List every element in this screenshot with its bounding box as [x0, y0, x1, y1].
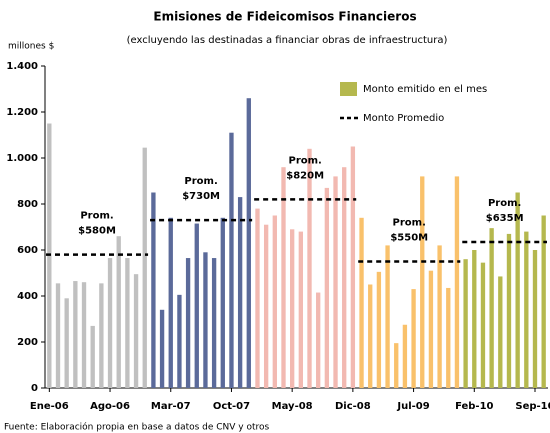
x-tick-label: Oct-07: [213, 401, 250, 412]
bar: [237, 197, 243, 388]
bar: [177, 294, 182, 388]
x-tick-label: Sep-10: [515, 401, 550, 412]
bar: [289, 229, 295, 388]
bar: [506, 233, 512, 388]
y-tick-label: 1.400: [6, 61, 38, 72]
y-axis-label: millones $: [8, 42, 54, 52]
average-label: Prom.: [184, 176, 217, 187]
bar: [194, 223, 199, 388]
bar: [316, 292, 321, 388]
y-tick-label: 1.000: [6, 153, 38, 164]
bar: [142, 147, 147, 388]
bar: [125, 258, 130, 388]
bar: [133, 274, 139, 388]
bar: [359, 217, 364, 388]
average-value-label: $580M: [78, 226, 116, 237]
y-tick-label: 600: [17, 245, 38, 256]
bar: [159, 309, 165, 388]
bar: [446, 287, 451, 388]
bar: [263, 224, 269, 388]
bar: [324, 187, 330, 388]
average-value-label: $820M: [286, 170, 324, 181]
average-value-label: $635M: [486, 213, 524, 224]
bar: [272, 215, 277, 388]
bar: [298, 231, 304, 388]
bar: [64, 298, 69, 388]
average-label: Prom.: [288, 155, 321, 166]
legend-label: Monto emitido en el mes: [363, 84, 487, 95]
bar: [211, 258, 217, 388]
bar: [498, 276, 503, 388]
bar: [255, 208, 260, 388]
average-label: Prom.: [488, 198, 521, 209]
y-tick-label: 400: [17, 291, 38, 302]
legend-label: Monto Promedio: [363, 113, 444, 124]
bar: [220, 217, 225, 388]
bar: [428, 270, 434, 388]
bar: [168, 217, 173, 388]
source-note: Fuente: Elaboración propia en base a dat…: [4, 422, 270, 433]
bar: [107, 258, 113, 388]
bar: [376, 271, 382, 388]
bar: [368, 284, 373, 388]
bar: [472, 250, 477, 388]
y-tick-label: 1.200: [6, 107, 38, 118]
average-value-label: $550M: [390, 233, 428, 244]
y-tick-label: 200: [17, 337, 38, 348]
bar: [116, 236, 121, 388]
bar: [203, 252, 208, 388]
bar: [532, 250, 538, 388]
bar: [480, 262, 486, 388]
bar: [489, 228, 494, 388]
legend-swatch: [340, 82, 357, 96]
bar: [333, 176, 338, 388]
bar: [420, 176, 425, 388]
bar: [229, 132, 234, 388]
bar: [281, 167, 286, 388]
x-tick-label: May-08: [272, 401, 313, 412]
bar: [437, 245, 442, 388]
average-label: Prom.: [393, 218, 426, 229]
bar: [246, 98, 251, 388]
bar: [350, 146, 356, 388]
bar: [385, 245, 390, 388]
bar: [541, 215, 546, 388]
bar: [307, 148, 312, 388]
bar: [342, 167, 347, 388]
chart-title: Emisiones de Fideicomisos Financieros: [153, 10, 416, 24]
x-tick-label: Ene-06: [30, 401, 69, 412]
bar: [99, 283, 104, 388]
bar: [185, 258, 191, 388]
bar: [73, 281, 78, 388]
average-value-label: $730M: [182, 191, 220, 202]
y-tick-label: 800: [17, 199, 38, 210]
chart-subtitle: (excluyendo las destinadas a financiar o…: [127, 35, 448, 46]
bar: [394, 343, 399, 388]
bar: [90, 325, 95, 388]
average-label: Prom.: [80, 211, 113, 222]
bar: [402, 324, 408, 388]
bar: [55, 283, 61, 388]
x-tick-label: Ago-06: [90, 401, 130, 412]
bar: [515, 192, 520, 388]
bar: [151, 192, 156, 388]
x-tick-label: Dic-08: [335, 401, 371, 412]
bar: [463, 259, 468, 388]
bar: [411, 289, 416, 388]
bar: [81, 282, 87, 388]
x-tick-label: Feb-10: [455, 401, 493, 412]
x-tick-label: Mar-07: [151, 401, 191, 412]
x-tick-label: Jul-09: [396, 401, 429, 412]
bar: [454, 176, 460, 388]
bar: [524, 231, 529, 388]
y-tick-label: 0: [31, 383, 38, 394]
